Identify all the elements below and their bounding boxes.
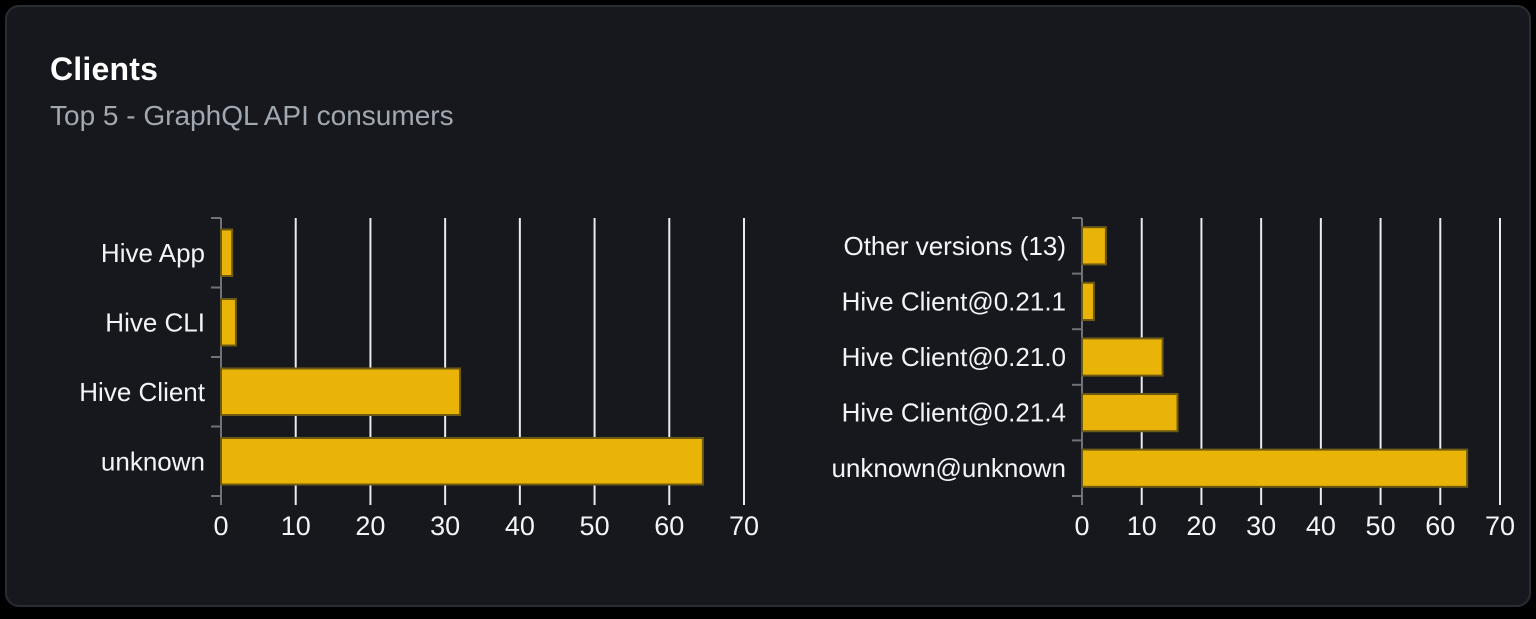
category-label: Hive CLI <box>105 307 205 337</box>
x-tick-label: 60 <box>654 511 684 541</box>
category-label: Hive App <box>101 238 205 268</box>
bar[interactable] <box>221 229 232 276</box>
x-tick-label: 20 <box>355 511 385 541</box>
category-label: Hive Client@0.21.4 <box>842 398 1066 428</box>
x-tick-label: 60 <box>1425 511 1455 541</box>
x-tick-label: 0 <box>1074 511 1089 541</box>
bar[interactable] <box>1082 283 1094 320</box>
x-tick-label: 20 <box>1186 511 1216 541</box>
bar[interactable] <box>221 438 703 485</box>
category-label: unknown@unknown <box>831 453 1066 483</box>
category-label: Hive Client@0.21.0 <box>842 342 1066 372</box>
category-label: Hive Client <box>79 377 205 407</box>
x-tick-label: 10 <box>281 511 311 541</box>
category-label: Other versions (13) <box>843 231 1066 261</box>
x-tick-label: 70 <box>1485 511 1515 541</box>
bar-charts-canvas: Hive App Hive CLI Hive Client unknown 0 10 20 3… <box>7 7 1536 619</box>
x-tick-label: 40 <box>1306 511 1336 541</box>
clients-panel: Clients Top 5 - GraphQL API consumers Hi… <box>5 5 1531 607</box>
bar[interactable] <box>1082 338 1163 375</box>
x-tick-label: 50 <box>1366 511 1396 541</box>
x-tick-label: 40 <box>505 511 535 541</box>
x-tick-label: 10 <box>1127 511 1157 541</box>
x-tick-label: 30 <box>1246 511 1276 541</box>
bar[interactable] <box>221 368 460 415</box>
category-label: Hive Client@0.21.1 <box>842 286 1066 316</box>
x-tick-label: 70 <box>729 511 759 541</box>
x-tick-label: 30 <box>430 511 460 541</box>
x-tick-label: 0 <box>213 511 228 541</box>
x-tick-label: 50 <box>580 511 610 541</box>
bar[interactable] <box>221 299 236 346</box>
bar[interactable] <box>1082 394 1178 431</box>
bar[interactable] <box>1082 450 1467 487</box>
category-label: unknown <box>101 446 205 476</box>
bar[interactable] <box>1082 227 1106 264</box>
